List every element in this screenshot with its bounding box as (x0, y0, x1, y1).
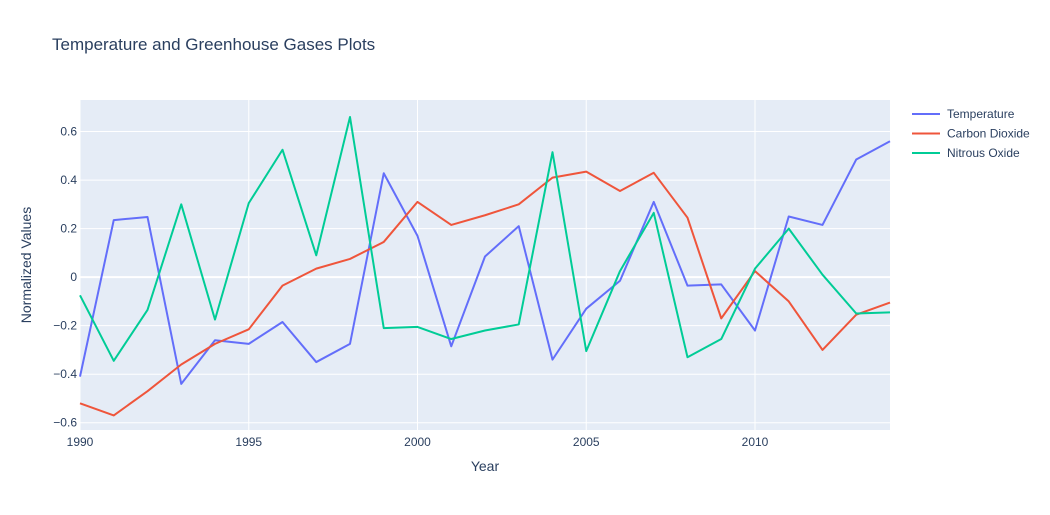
series-lines (79, 115, 891, 417)
x-axis-ticks: 1990 1995 2000 2005 2010 (67, 435, 769, 449)
y-tick-label: −0.2 (53, 319, 77, 333)
series-line-temperature[interactable] (79, 140, 891, 385)
legend-label: Carbon Dioxide (947, 127, 1030, 141)
legend-label: Temperature (947, 107, 1015, 121)
legend-item-nitrous-oxide[interactable]: Nitrous Oxide (912, 146, 1020, 160)
legend-item-carbon-dioxide[interactable]: Carbon Dioxide (912, 127, 1030, 141)
legend[interactable]: Temperature Carbon Dioxide Nitrous Oxide (912, 107, 1030, 160)
y-tick-label: −0.6 (53, 416, 77, 430)
y-axis-title: Normalized Values (18, 207, 34, 323)
y-tick-label: 0 (70, 270, 77, 284)
y-tick-label: 0.2 (60, 222, 77, 236)
series-line-nitrous-oxide[interactable] (79, 115, 891, 362)
y-tick-label: 0.6 (60, 125, 77, 139)
x-tick-label: 2010 (742, 435, 769, 449)
x-tick-label: 2005 (573, 435, 600, 449)
legend-item-temperature[interactable]: Temperature (912, 107, 1015, 121)
y-axis-ticks: −0.6 −0.4 −0.2 0 0.2 0.4 0.6 (53, 125, 77, 430)
plot-area (80, 100, 890, 430)
x-tick-label: 2000 (404, 435, 431, 449)
chart-title: Temperature and Greenhouse Gases Plots (52, 35, 375, 54)
series-line-carbon-dioxide[interactable] (79, 170, 891, 417)
y-tick-label: −0.4 (53, 367, 77, 381)
x-axis-title: Year (471, 458, 500, 474)
legend-label: Nitrous Oxide (947, 146, 1020, 160)
y-tick-label: 0.4 (60, 173, 77, 187)
gridlines (79, 100, 890, 430)
x-tick-label: 1995 (235, 435, 262, 449)
x-tick-label: 1990 (67, 435, 94, 449)
